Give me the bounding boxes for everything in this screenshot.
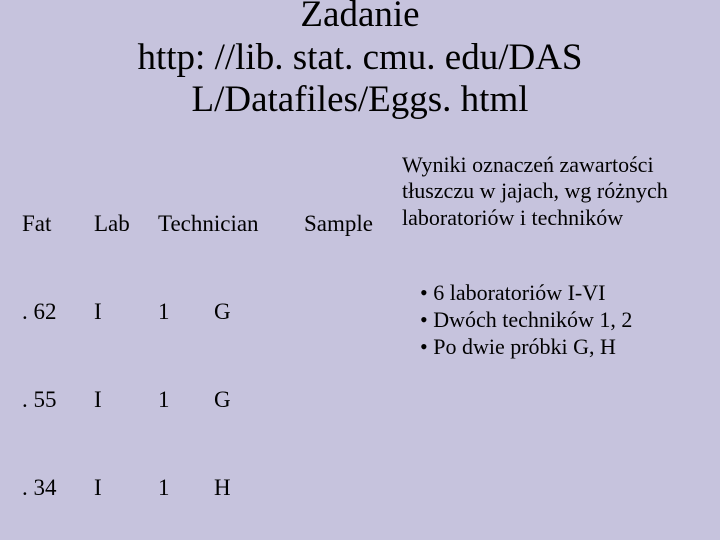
description-text: Wyniki oznaczeń zawartości tłuszczu w ja… (402, 152, 672, 232)
cell-samp-2: H (214, 473, 304, 502)
cell-fat-0: . 62 (22, 297, 94, 326)
col-technician-code: G G H H G H H G G H (214, 150, 304, 540)
slide-title: Zadanie http: //lib. stat. cmu. edu/DAS … (0, 0, 720, 122)
header-sample: Sample (304, 209, 394, 238)
title-line-1: Zadanie (300, 0, 419, 35)
col-lab: Lab I I I I II II II II II II (94, 150, 158, 540)
content-area: Fat . 62 . 55 . 34 . 24 . 40 . 33 . 43 .… (0, 122, 720, 540)
right-panel: Wyniki oznaczeń zawartości tłuszczu w ja… (394, 150, 672, 540)
bullet-list: • 6 laboratoriów I-VI • Dwóch techników … (402, 280, 672, 360)
cell-lab-2: I (94, 473, 158, 502)
bullet-2: • Dwóch techników 1, 2 (420, 307, 672, 334)
cell-lab-1: I (94, 385, 158, 414)
cell-samp-0: G (214, 297, 304, 326)
data-table: Fat . 62 . 55 . 34 . 24 . 40 . 33 . 43 .… (22, 150, 394, 540)
header-technician: Technician (158, 209, 214, 238)
cell-tech-0: 1 (158, 297, 214, 326)
header-lab: Lab (94, 209, 158, 238)
title-line-2: http: //lib. stat. cmu. edu/DAS (137, 37, 582, 78)
title-line-3: L/Datafiles/Eggs. html (191, 79, 528, 120)
col-technician-num: Technician 1 1 1 1 1 1 1 2 2 2 (158, 150, 214, 540)
cell-fat-1: . 55 (22, 385, 94, 414)
cell-lab-0: I (94, 297, 158, 326)
bullet-3: • Po dwie próbki G, H (420, 334, 672, 361)
bullet-1: • 6 laboratoriów I-VI (420, 280, 672, 307)
col-sample: Sample (304, 150, 394, 540)
cell-samp-1: G (214, 385, 304, 414)
header-fat: Fat (22, 209, 94, 238)
cell-fat-2: . 34 (22, 473, 94, 502)
col-fat: Fat . 62 . 55 . 34 . 24 . 40 . 33 . 43 .… (22, 150, 94, 540)
cell-tech-2: 1 (158, 473, 214, 502)
cell-tech-1: 1 (158, 385, 214, 414)
